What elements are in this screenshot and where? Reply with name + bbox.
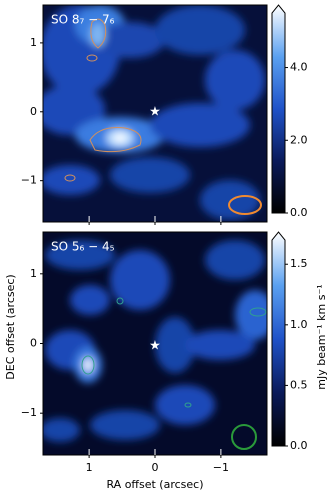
colorbar-tick-label: 1.0 [290,318,308,331]
x-tick-label: 1 [86,461,93,474]
x-tick-label: 0 [152,461,159,474]
colorbar [271,4,286,214]
colorbar-tick-label: 0.0 [290,206,308,219]
colorbar-tick-label: 4.0 [290,61,308,74]
y-tick-label: 1 [30,267,37,280]
y-tick-label: 0 [30,105,37,118]
panel-title: SO 5₆ − 4₅ [51,240,115,254]
colorbar [271,231,286,447]
colorbar-tick-label: 0.0 [290,439,308,452]
colorbar-tick-label: 0.5 [290,378,308,391]
y-tick-label: 1 [30,36,37,49]
map-image: ★ [43,5,267,222]
x-tick-label: −1 [213,461,229,474]
map-image: ★ [43,232,267,455]
x-axis-label: RA offset (arcsec) [106,478,203,491]
star: ★ [149,105,161,120]
y-tick-label: 0 [30,337,37,350]
colorbar-tick-label: 1.5 [290,257,308,270]
star: ★ [149,339,161,354]
panel-title: SO 8₇ − 7₆ [51,13,115,27]
colorbar-label: mJy beam⁻¹ km s⁻¹ [315,284,328,389]
beam [228,195,262,215]
beam [231,424,257,450]
y-tick-label: −1 [21,174,37,187]
y-tick-label: −1 [21,406,37,419]
colorbar-tick-label: 2.0 [290,133,308,146]
y-axis-label: DEC offset (arcsec) [4,274,17,379]
